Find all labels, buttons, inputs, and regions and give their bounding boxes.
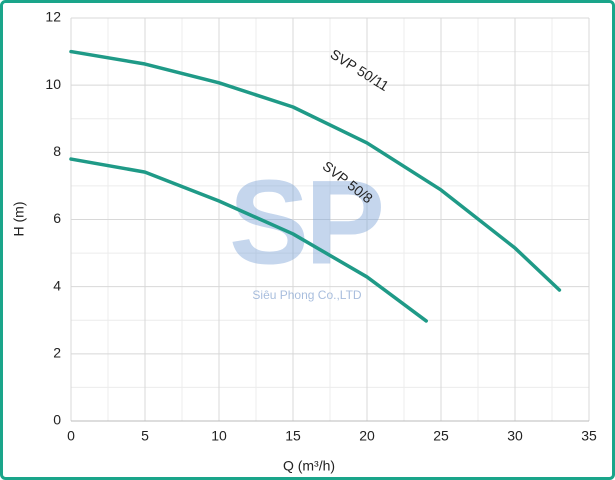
x-tick-label: 20: [359, 428, 375, 444]
y-tick-label: 2: [53, 345, 61, 361]
line: [69, 49, 562, 292]
x-tick-label: 30: [507, 428, 523, 444]
y-tick-label: 6: [53, 210, 61, 226]
y-tick-label: 4: [53, 277, 61, 293]
x-tick-label: 25: [433, 428, 449, 444]
watermark-logo: SP: [229, 156, 381, 290]
x-axis-label: Q (m³/h): [283, 458, 335, 474]
y-tick-label: 10: [45, 76, 61, 92]
x-tick-label: 5: [141, 428, 149, 444]
y-tick-label: 12: [45, 9, 61, 25]
y-tick-label: 0: [53, 412, 61, 428]
x-tick-label: 0: [67, 428, 75, 444]
x-tick-label: 35: [581, 428, 597, 444]
y-axis-label: H (m): [11, 202, 27, 237]
watermark-company: Siêu Phong Co.,LTD: [252, 288, 362, 302]
y-tick-label: 8: [53, 143, 61, 159]
line: [69, 157, 428, 323]
watermark: SP Siêu Phong Co.,LTD: [229, 156, 385, 302]
x-tick-label: 10: [211, 428, 227, 444]
x-tick-label: 15: [285, 428, 301, 444]
